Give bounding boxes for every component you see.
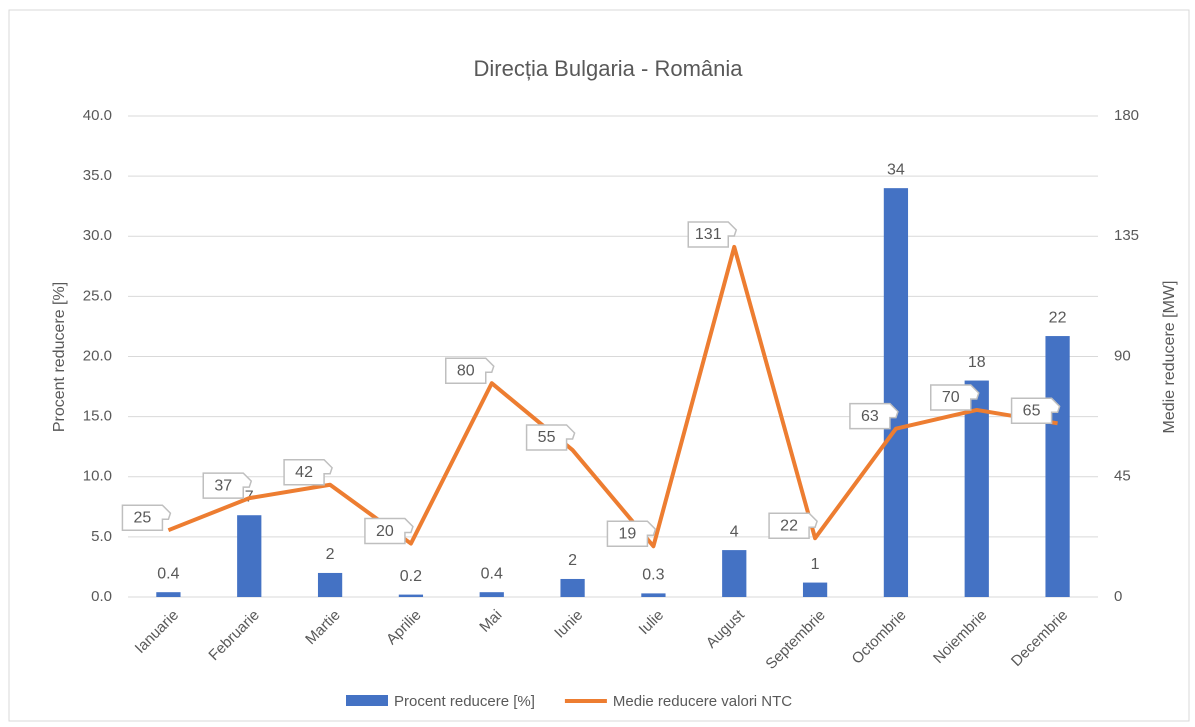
bar xyxy=(156,592,181,597)
bar xyxy=(964,380,989,597)
line-value-label: 25 xyxy=(134,509,152,526)
callout-box xyxy=(364,517,414,545)
bar-value-label: 0.4 xyxy=(481,565,503,582)
callout-box xyxy=(606,520,657,547)
bar xyxy=(560,578,585,597)
callout-box xyxy=(445,357,495,384)
y2-tick-label: 180 xyxy=(1114,107,1139,124)
y-tick-label: 25.0 xyxy=(83,287,112,304)
bar xyxy=(398,594,424,597)
legend-swatch xyxy=(346,695,388,706)
bar-value-label: 4 xyxy=(730,523,739,540)
bar-value-label: 34 xyxy=(887,161,905,178)
bar-value-label: 0.4 xyxy=(157,565,179,582)
bar-value-label: 22 xyxy=(1049,309,1067,326)
line xyxy=(167,244,1058,549)
y-tick-label: 10.0 xyxy=(83,468,112,485)
callout-box xyxy=(202,472,253,499)
bar xyxy=(883,188,909,597)
line-value-label: 63 xyxy=(861,408,879,425)
callout-box xyxy=(687,221,738,248)
y-tick-label: 35.0 xyxy=(83,167,112,184)
bar xyxy=(802,582,828,597)
callout-box xyxy=(849,402,899,430)
line-value-label: 22 xyxy=(780,517,798,534)
line-value-label: 55 xyxy=(538,429,556,446)
y2-tick-label: 0 xyxy=(1114,588,1122,605)
y-axis-title: Procent reducere [%] xyxy=(51,282,68,432)
bar-value-label: 1 xyxy=(811,556,820,573)
bar xyxy=(722,550,747,597)
y-tick-label: 5.0 xyxy=(91,528,112,545)
callout-box xyxy=(768,512,818,539)
line-value-label: 131 xyxy=(695,226,722,243)
y-tick-label: 20.0 xyxy=(83,347,112,364)
y-tick-label: 30.0 xyxy=(83,227,112,244)
line-value-label: 70 xyxy=(942,389,960,406)
bar xyxy=(479,592,504,597)
callout-box xyxy=(1010,397,1061,425)
line-value-label: 20 xyxy=(376,523,394,540)
callout-box xyxy=(930,384,980,411)
line-value-label: 19 xyxy=(619,525,637,542)
legend-label: Medie reducere valori NTC xyxy=(613,693,792,710)
bar xyxy=(641,593,666,597)
callout-box xyxy=(283,459,333,486)
y2-tick-label: 90 xyxy=(1114,347,1131,364)
line-value-label: 37 xyxy=(214,477,232,494)
y2-tick-label: 135 xyxy=(1114,227,1139,244)
y-tick-label: 40.0 xyxy=(83,107,112,124)
chart-frame xyxy=(8,9,1190,722)
y2-axis-title: Medie reducere [MW] xyxy=(1161,281,1178,434)
callout-box xyxy=(525,424,576,451)
y2-tick-label: 45 xyxy=(1114,468,1131,485)
legend-label: Procent reducere [%] xyxy=(394,693,535,710)
bar xyxy=(237,515,262,597)
bar-value-label: 0.2 xyxy=(400,568,422,585)
bar xyxy=(1045,336,1070,597)
line-value-label: 42 xyxy=(295,464,313,481)
bar xyxy=(317,572,343,597)
y-tick-label: 0.0 xyxy=(91,588,112,605)
bar-value-label: 2 xyxy=(568,552,577,569)
bar-value-label: 2 xyxy=(326,546,335,563)
bar-value-label: 18 xyxy=(968,354,986,371)
callout-box xyxy=(121,504,172,531)
bar-value-label: 0.3 xyxy=(642,567,664,584)
line-value-label: 80 xyxy=(457,362,475,379)
line-value-label: 65 xyxy=(1023,403,1041,420)
chart-title: Direcția Bulgaria - România xyxy=(474,56,744,81)
y-tick-label: 15.0 xyxy=(83,408,112,425)
